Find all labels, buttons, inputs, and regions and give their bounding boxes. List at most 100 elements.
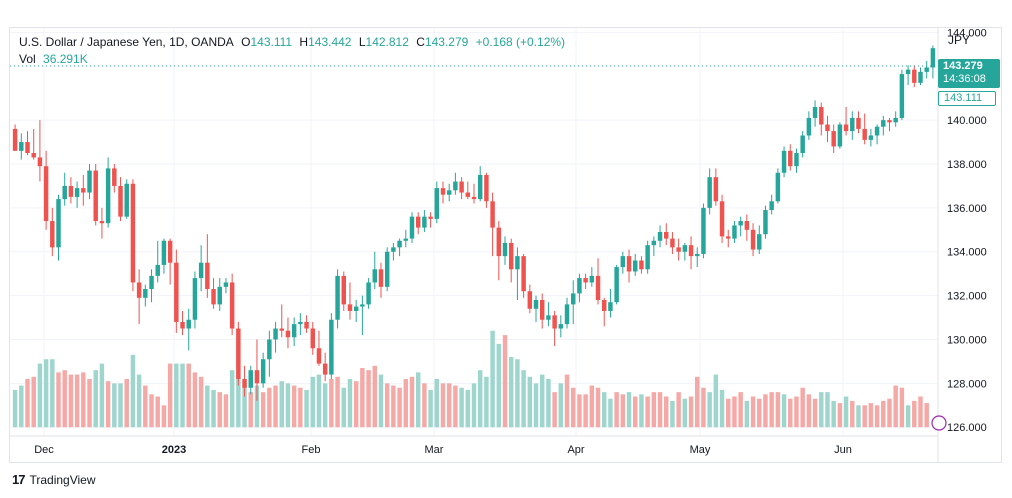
volume-bar: [726, 398, 731, 428]
volume-bar: [874, 405, 880, 428]
volume-bar: [887, 398, 892, 428]
candle-body: [459, 181, 464, 193]
candle-body: [682, 245, 688, 252]
volume-bar: [279, 381, 284, 428]
volume-bar: [868, 403, 874, 428]
candle-body: [223, 282, 229, 287]
candle-body: [130, 183, 136, 283]
volume-bar: [105, 381, 111, 428]
candle-body: [539, 300, 545, 320]
candle-body: [899, 74, 905, 118]
symbol-title[interactable]: U.S. Dollar / Japanese Yen, 1D, OANDA: [19, 35, 234, 49]
volume-bar: [633, 396, 638, 428]
volume-bar: [527, 376, 533, 428]
volume-bar: [329, 378, 334, 428]
volume-bar: [353, 381, 359, 428]
candle-body: [837, 124, 843, 147]
candle-body: [242, 378, 247, 388]
axes: 126.000 128.000 130.000 132.000 134.000 136.0…: [10, 27, 987, 462]
x-tick-label: 2023: [162, 444, 186, 456]
candle-body: [794, 153, 799, 167]
volume-bar: [912, 400, 917, 428]
candle-body: [453, 181, 458, 191]
volume-bar: [25, 378, 30, 428]
open-price-tag: 143.111: [938, 91, 996, 106]
candle-body: [74, 188, 80, 197]
currency-unit-label[interactable]: JPY: [948, 33, 971, 47]
candle-body: [291, 324, 297, 338]
volume-bar: [819, 392, 824, 428]
candle-body: [19, 142, 24, 151]
volume-bar: [223, 394, 229, 428]
volume-bar: [322, 383, 328, 428]
candle-body: [12, 128, 18, 151]
candle-body: [924, 67, 929, 72]
volume-bar: [372, 365, 378, 428]
y-tick-label: 130.000: [947, 334, 987, 346]
candle-body: [378, 269, 384, 287]
volume-bar: [118, 383, 123, 428]
volume-bar: [905, 405, 911, 428]
volume-bar: [564, 374, 570, 428]
open-label: O: [241, 35, 251, 49]
volume-bar: [899, 387, 905, 428]
candle-body: [800, 135, 805, 154]
candle-body: [440, 188, 446, 195]
candle-body: [56, 199, 61, 248]
volume-bar: [254, 385, 260, 428]
volume-bar: [893, 385, 898, 428]
volume-bar: [763, 394, 768, 428]
candle-body: [229, 282, 235, 329]
volume-bar: [155, 396, 160, 428]
volume-bar: [304, 389, 309, 428]
candle-body: [589, 275, 595, 283]
candle-body: [527, 291, 533, 309]
candle-body: [583, 278, 588, 283]
volume-label[interactable]: Vol: [19, 52, 36, 66]
candle-body: [335, 275, 340, 320]
bar-countdown: 14:36:08: [943, 73, 986, 85]
x-tick-label: Jun: [834, 444, 852, 456]
volume-bar: [645, 396, 650, 428]
footer[interactable]: 17 TradingView: [12, 472, 96, 487]
last-price-value: 143.279: [943, 60, 983, 72]
candle-body: [626, 256, 632, 272]
candle-body: [484, 174, 489, 202]
volume-bar: [428, 389, 433, 428]
candle-body: [769, 201, 774, 211]
volume-bar: [384, 383, 390, 428]
candle-body: [744, 221, 750, 230]
volume-bar: [198, 376, 204, 428]
event-marker-icon[interactable]: [931, 415, 947, 431]
volume-bar: [112, 383, 117, 428]
ohlc-legend: U.S. Dollar / Japanese Yen, 1D, OANDA O 1…: [19, 35, 569, 49]
volume-bar: [651, 392, 657, 428]
volume-bar: [366, 370, 371, 428]
volume-bar: [19, 385, 24, 428]
candle-body: [843, 124, 849, 132]
candle-body: [422, 216, 427, 228]
x-tick-label: May: [690, 444, 711, 456]
candle-body: [25, 142, 30, 154]
volume-bar: [806, 394, 812, 428]
volume-bar: [192, 372, 198, 428]
candle-body: [62, 185, 67, 200]
volume-legend: Vol 36.291K: [19, 52, 92, 66]
volume-bar: [719, 389, 725, 428]
candle-body: [633, 260, 638, 272]
volume-bar: [229, 370, 235, 428]
volume-bar: [688, 396, 694, 428]
candle-body: [564, 304, 570, 325]
candle-body: [161, 240, 167, 265]
volume-bar: [217, 392, 222, 428]
volume-bar: [570, 387, 576, 428]
volume-bar: [236, 376, 241, 428]
candle-body: [353, 306, 359, 311]
volume-bar: [825, 392, 830, 428]
candle-body: [118, 185, 123, 217]
candle-body: [260, 359, 266, 384]
low-value: 142.812: [365, 35, 409, 49]
volume-bar: [477, 370, 483, 428]
volume-bar: [601, 392, 607, 428]
